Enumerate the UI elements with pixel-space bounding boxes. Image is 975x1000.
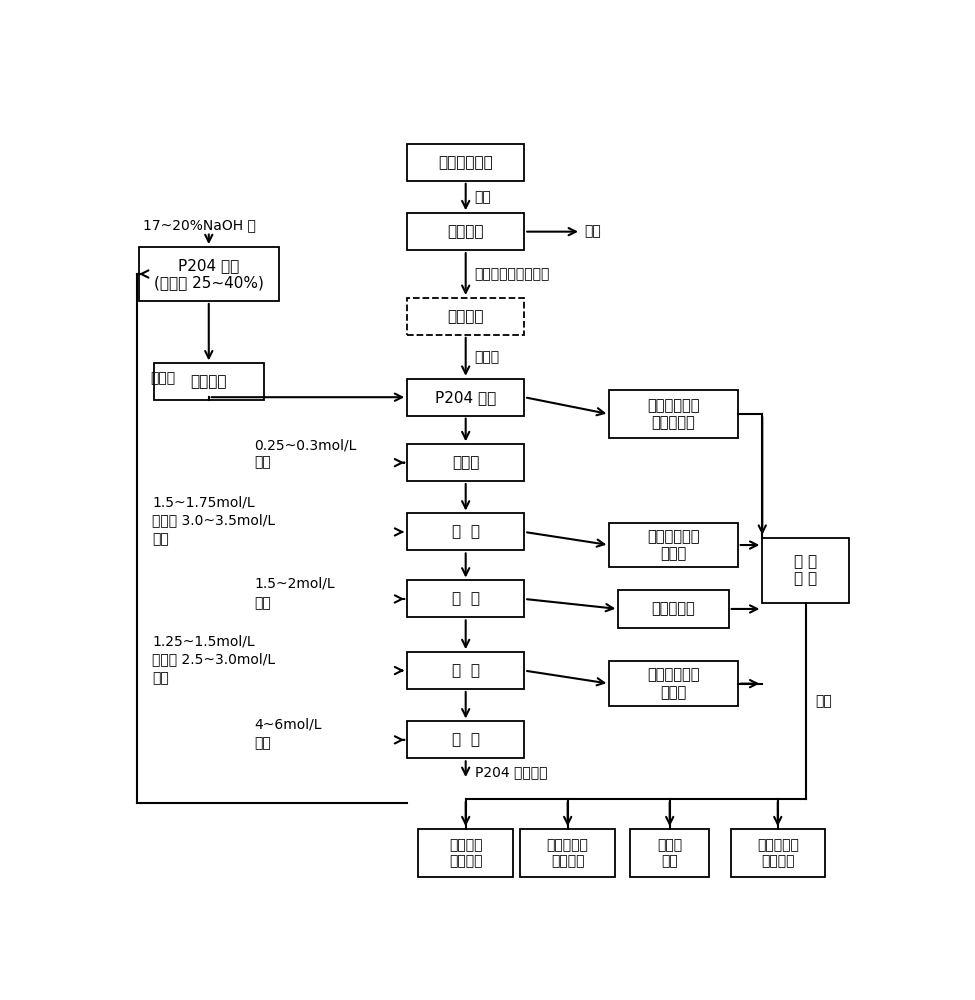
Text: 筛下物和非磁性物质: 筛下物和非磁性物质 — [475, 267, 550, 281]
FancyBboxPatch shape — [154, 363, 263, 400]
FancyBboxPatch shape — [408, 721, 525, 758]
FancyBboxPatch shape — [408, 379, 525, 416]
Text: P204 皂化
(皂化率 25~40%): P204 皂化 (皂化率 25~40%) — [154, 258, 263, 290]
Text: 硫酸铜或氯
化铜产品: 硫酸铜或氯 化铜产品 — [547, 838, 589, 868]
Text: 硫酸浸出: 硫酸浸出 — [448, 309, 484, 324]
Text: 硫酸: 硫酸 — [254, 456, 271, 470]
Text: 盐酸: 盐酸 — [254, 737, 271, 751]
Text: 浸出液: 浸出液 — [475, 350, 500, 364]
FancyBboxPatch shape — [408, 652, 525, 689]
Text: 放电: 放电 — [475, 190, 491, 204]
Text: 反  铁: 反 铁 — [451, 732, 480, 747]
Text: 硫酸锌或氯
化锌产品: 硫酸锌或氯 化锌产品 — [757, 838, 799, 868]
FancyBboxPatch shape — [408, 144, 525, 181]
Text: 硫酸镍硫酸钴
二元混合液: 硫酸镍硫酸钴 二元混合液 — [647, 398, 700, 430]
FancyBboxPatch shape — [609, 390, 738, 438]
Text: 硫酸镍硫
酸钴产品: 硫酸镍硫 酸钴产品 — [448, 838, 483, 868]
FancyBboxPatch shape — [408, 580, 525, 617]
Text: 4~6mol/L: 4~6mol/L — [254, 717, 322, 731]
Text: 1.5~2mol/L: 1.5~2mol/L — [254, 577, 334, 591]
Text: 浓 缩
结 晶: 浓 缩 结 晶 — [795, 554, 817, 587]
Text: 盐酸: 盐酸 — [152, 533, 169, 547]
Text: 反  锌: 反 锌 — [451, 663, 480, 678]
Text: 铁渣: 铁渣 — [585, 225, 602, 239]
FancyBboxPatch shape — [408, 213, 525, 250]
Text: 1.25~1.5mol/L: 1.25~1.5mol/L — [152, 634, 254, 648]
FancyBboxPatch shape — [521, 829, 615, 877]
FancyBboxPatch shape — [408, 444, 525, 481]
FancyBboxPatch shape — [730, 829, 825, 877]
FancyBboxPatch shape — [762, 538, 849, 603]
FancyBboxPatch shape — [609, 523, 738, 567]
FancyBboxPatch shape — [418, 829, 513, 877]
Text: 反  钙: 反 钙 — [451, 591, 480, 606]
Text: 盐酸: 盐酸 — [152, 671, 169, 685]
Text: P204 空白有机: P204 空白有机 — [475, 765, 547, 779]
Text: 盐酸: 盐酸 — [254, 596, 271, 610]
Text: 硫酸铜或氯化
铜溶液: 硫酸铜或氯化 铜溶液 — [647, 529, 700, 561]
FancyBboxPatch shape — [630, 829, 710, 877]
FancyBboxPatch shape — [609, 661, 738, 706]
Text: 17~20%NaOH 液: 17~20%NaOH 液 — [142, 218, 255, 232]
Text: 硫酸或 3.0~3.5mol/L: 硫酸或 3.0~3.5mol/L — [152, 513, 275, 527]
Text: 氯化钙
产品: 氯化钙 产品 — [657, 838, 682, 868]
FancyBboxPatch shape — [408, 513, 525, 550]
Text: 破碎筛分: 破碎筛分 — [448, 224, 484, 239]
Text: 镍皂液: 镍皂液 — [150, 371, 176, 385]
Text: 1.5~1.75mol/L: 1.5~1.75mol/L — [152, 496, 254, 510]
Text: 氯化钙溶液: 氯化钙溶液 — [651, 601, 695, 616]
FancyBboxPatch shape — [408, 298, 525, 335]
Text: 硫酸或 2.5~3.0mol/L: 硫酸或 2.5~3.0mol/L — [152, 652, 275, 666]
Text: 离心: 离心 — [815, 694, 832, 708]
Text: 反  铜: 反 铜 — [451, 524, 480, 539]
Text: 洗镍钴: 洗镍钴 — [452, 455, 480, 470]
FancyBboxPatch shape — [618, 590, 728, 628]
Text: 镍皂洗钠: 镍皂洗钠 — [190, 374, 227, 389]
Text: 0.25~0.3mol/L: 0.25~0.3mol/L — [254, 439, 357, 453]
Text: P204 萃取: P204 萃取 — [435, 390, 496, 405]
FancyBboxPatch shape — [138, 247, 279, 301]
Text: 废旧镍锌电池: 废旧镍锌电池 — [439, 155, 493, 170]
Text: 硫酸锌或氯化
锌产品: 硫酸锌或氯化 锌产品 — [647, 667, 700, 700]
